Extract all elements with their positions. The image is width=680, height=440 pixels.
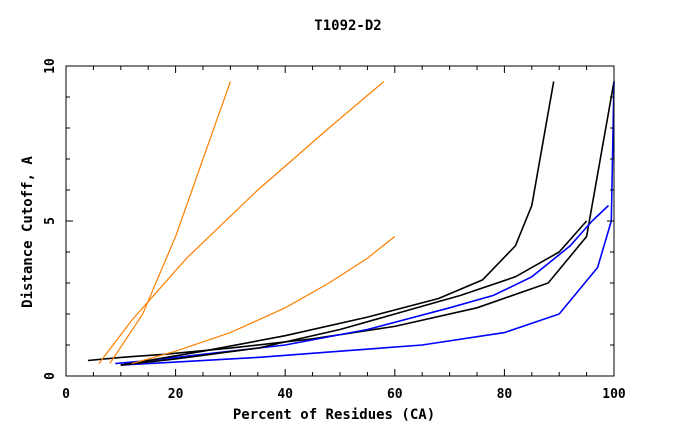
x-tick-label: 40 [277,387,293,402]
series-line [131,236,396,365]
series-line [115,204,610,365]
ticks-group: 0 20 40 60 80 100 0 5 10 [43,58,626,402]
y-axis-label: Distance Cutoff, A [20,156,36,308]
y-tick-label: 10 [43,58,58,74]
series-line [120,81,615,366]
series-line [109,81,231,364]
x-tick-label: 80 [497,387,513,402]
x-tick-label: 60 [387,387,403,402]
y-tick-label: 5 [43,217,58,225]
series-line [120,81,555,366]
x-axis-label: Percent of Residues (CA) [233,407,435,423]
highlighted-series-group [87,81,615,366]
chart-title: T1092-D2 [314,18,381,34]
series-line [120,220,588,366]
y-tick-label: 0 [43,372,58,380]
x-tick-label: 20 [168,387,184,402]
series-line [98,81,385,364]
x-tick-label: 0 [62,387,70,402]
x-tick-label: 100 [602,387,626,402]
